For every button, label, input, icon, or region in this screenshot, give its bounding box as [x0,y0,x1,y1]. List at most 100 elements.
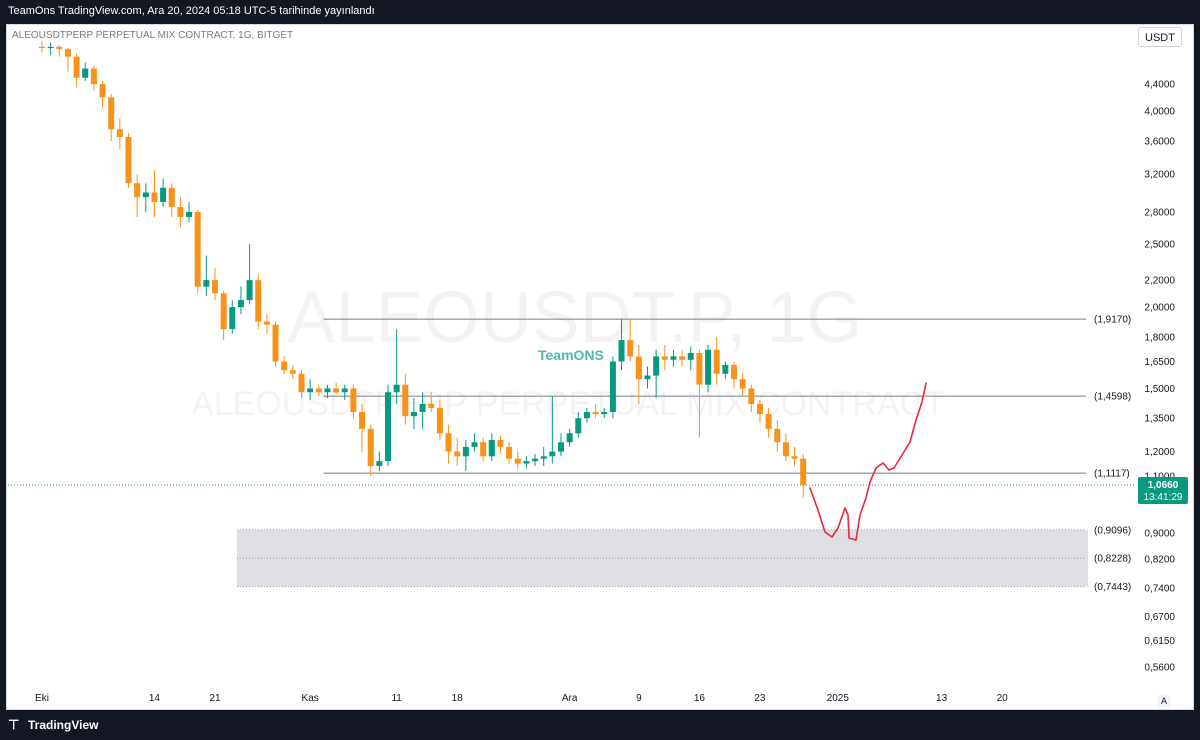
candle-body [220,293,227,330]
candle [194,209,201,294]
candle-body [82,68,89,78]
candle [471,433,478,452]
y-tick-label: 0,9000 [1144,528,1175,539]
candle [774,420,781,452]
candle-body [246,280,253,301]
candle [315,384,322,397]
candle-body [341,388,348,393]
candle-body [90,68,97,85]
candle-body [64,49,71,57]
candle [142,183,149,212]
candle-body [428,403,435,408]
candle-body [583,412,590,419]
candle [661,344,668,371]
candle-body [142,192,149,198]
tradingview-logo-icon: ⊤ [8,717,20,732]
candle [385,384,391,467]
candle [601,407,608,419]
candle [168,183,175,218]
candle-body [393,384,400,393]
candle-body [713,349,720,374]
candle-body [194,211,201,287]
candle-body [782,442,789,457]
candle [739,373,746,397]
level-label: (1,4598) [1094,392,1131,403]
candle-body [488,439,495,457]
auto-scale-button[interactable]: A [1157,694,1171,708]
level-label: (0,7443) [1094,582,1131,593]
y-tick-label: 1,8000 [1144,332,1175,343]
candle [800,453,807,498]
top-bar: TeamOns TradingView.com, Ara 20, 2024 05… [0,0,1200,24]
candle-body [575,418,582,434]
candle-body [436,407,443,434]
candle [73,53,80,88]
candle [255,273,262,330]
candle-body [696,353,703,385]
x-tick-label: Ara [562,693,578,704]
candle-body [523,461,530,464]
candle-body [359,412,366,429]
candle [125,133,132,188]
x-tick-label: 16 [694,693,706,704]
level-label: (1,1117) [1094,469,1130,480]
candle [393,329,400,404]
candle-body [445,433,452,452]
symbol-line: ALEOUSDTPERP PERPETUAL MIX CONTRACT, 1G,… [12,30,294,41]
candle [731,361,737,389]
y-tick-label: 0,7400 [1144,584,1175,595]
candle [151,169,158,218]
candle-body [627,340,634,357]
candle [558,433,564,457]
candle-body [566,433,573,443]
last-price-value: 1,0660 [1148,480,1179,491]
candle [765,407,772,438]
y-tick-label: 0,6150 [1144,636,1175,647]
candle [272,321,279,367]
candle-body [410,412,417,417]
candle-body [462,446,469,457]
candle-body [402,384,409,417]
candle-body [350,388,357,413]
y-tick-label: 0,5600 [1144,663,1175,674]
candle [748,384,755,413]
level-label: (0,9096) [1094,525,1131,536]
candle [523,456,530,469]
candle-body [722,364,729,374]
candle [713,336,720,385]
candle [298,370,305,399]
currency-unit-button[interactable]: USDT [1138,27,1182,47]
candle [307,379,314,400]
candle-body [419,403,426,413]
candle-body [480,442,487,457]
candle-body [765,414,772,429]
x-tick-label: 23 [754,693,766,704]
candle [609,356,616,419]
candle-body [558,442,564,452]
candle-body [653,356,660,376]
candle [566,428,573,447]
y-tick-label: 2,8000 [1144,207,1175,218]
candle [203,255,210,297]
candle [108,93,115,141]
candle [410,398,417,429]
x-tick-label: 14 [149,693,161,704]
candle [635,344,642,404]
candle [687,346,694,371]
y-tick-label: 1,3500 [1144,414,1175,425]
candle [791,446,798,467]
candle-body [237,300,244,308]
candle [532,453,539,467]
candle [480,437,487,462]
projection-drawing [809,382,927,541]
candle-body [670,356,677,360]
candle-body [549,451,556,457]
candle [333,382,340,395]
chart-frame[interactable] [6,24,1194,710]
candle [56,45,63,57]
candle-body [376,461,383,467]
candle-body [385,392,391,462]
candle [359,403,366,452]
candle [419,392,426,429]
